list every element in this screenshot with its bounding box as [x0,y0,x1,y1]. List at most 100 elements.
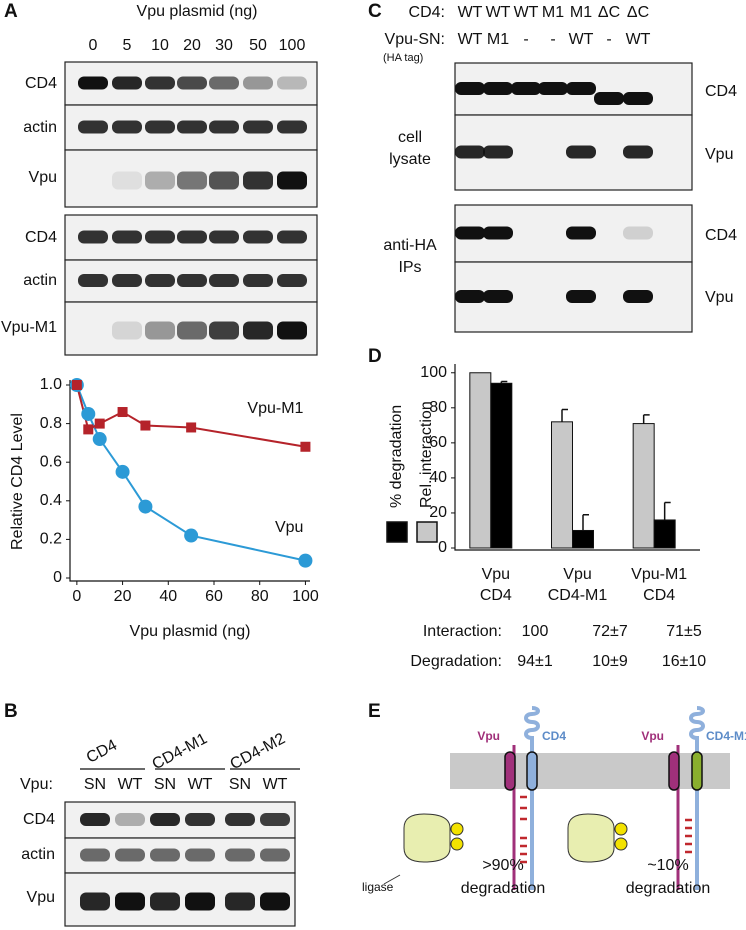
row-label: Vpu [705,289,733,306]
lane-label: CD4: [409,4,445,21]
label: >90% [482,857,523,874]
band [566,226,596,240]
band [80,892,110,911]
ligase [403,813,451,863]
band [260,892,290,911]
section-label: IPs [398,259,421,276]
band [225,892,255,911]
point [81,406,96,421]
row-label: Vpu-M1 [1,319,57,336]
band [538,82,568,95]
band [623,290,653,303]
x-tick-label: Vpu [563,566,591,583]
band [185,813,215,826]
band [260,848,290,862]
band [177,321,207,340]
section-label: anti-HA [383,237,437,254]
point [140,420,151,431]
series-label: Vpu-M1 [247,400,303,417]
band [455,290,485,303]
ligase-site [450,837,464,851]
point [184,528,199,543]
band [177,274,207,287]
label: Vpu [477,729,500,743]
band [623,226,653,240]
band [80,813,110,826]
band [78,120,108,134]
point [300,441,311,452]
band [112,120,142,134]
error-bar [663,501,671,520]
row-label: CD4 [705,227,737,244]
vpu-helix [668,751,680,791]
lane-label: - [606,31,611,48]
row-label: Vpu [29,169,57,186]
band [483,145,513,159]
y-tick-label: 0.8 [40,415,62,432]
panel-label: E [368,701,381,722]
band [112,76,142,90]
lane-label: 50 [249,37,267,54]
table-label: Interaction: [423,623,502,640]
label: CD4 [542,729,566,743]
series-label: Vpu [275,519,303,536]
point [138,499,153,514]
error-bar [582,513,589,531]
y-axis-label: Relative CD4 Level [9,413,26,550]
label: ligase [362,880,394,894]
band [115,813,145,826]
ligase-site [614,822,628,836]
band [277,274,307,287]
x-tick-label: CD4 [480,587,512,604]
lane-label: SN [84,776,106,793]
table-value: 71±5 [666,623,702,640]
point [115,464,130,479]
pointer [383,874,401,885]
band [145,120,175,134]
x-tick-label: 20 [114,588,132,605]
row-label: Vpu [705,146,733,163]
band [150,813,180,826]
band [277,76,307,90]
y-tick-label: 0.6 [40,453,62,470]
band [225,813,255,826]
row-label: CD4 [25,75,57,92]
interaction [520,795,527,864]
band [115,892,145,911]
band [566,290,596,303]
band [277,230,307,244]
row-label: CD4 [25,229,57,246]
bar [490,382,513,549]
y-tick-label: 20 [429,504,447,521]
lane-label: WT [118,776,143,793]
bar [632,423,655,549]
lane-label: WT [458,31,483,48]
panel-label: A [4,1,18,22]
x-tick-label: CD4-M1 [548,587,608,604]
band [209,321,239,340]
row-label: actin [21,846,55,863]
row-label: actin [23,272,57,289]
membrane [450,753,730,789]
row-label: CD4 [705,83,737,100]
label: Vpu [641,729,664,743]
band [455,82,485,95]
label: CD4-M1 [706,729,746,743]
row-label: CD4 [23,811,55,828]
lane-label: SN [229,776,251,793]
table-value: 72±7 [592,623,628,640]
band [483,226,513,240]
legend-swatch [386,521,408,543]
lane-label: 10 [151,37,169,54]
lane-label: M1 [542,4,564,21]
band [145,230,175,244]
band [209,76,239,90]
cd4m1-helix [691,751,703,791]
band [177,76,207,90]
y-tick-label: 0 [438,539,447,556]
ligase-site [614,837,628,851]
bar [653,519,676,549]
x-tick-label: 60 [205,588,223,605]
band [115,848,145,862]
